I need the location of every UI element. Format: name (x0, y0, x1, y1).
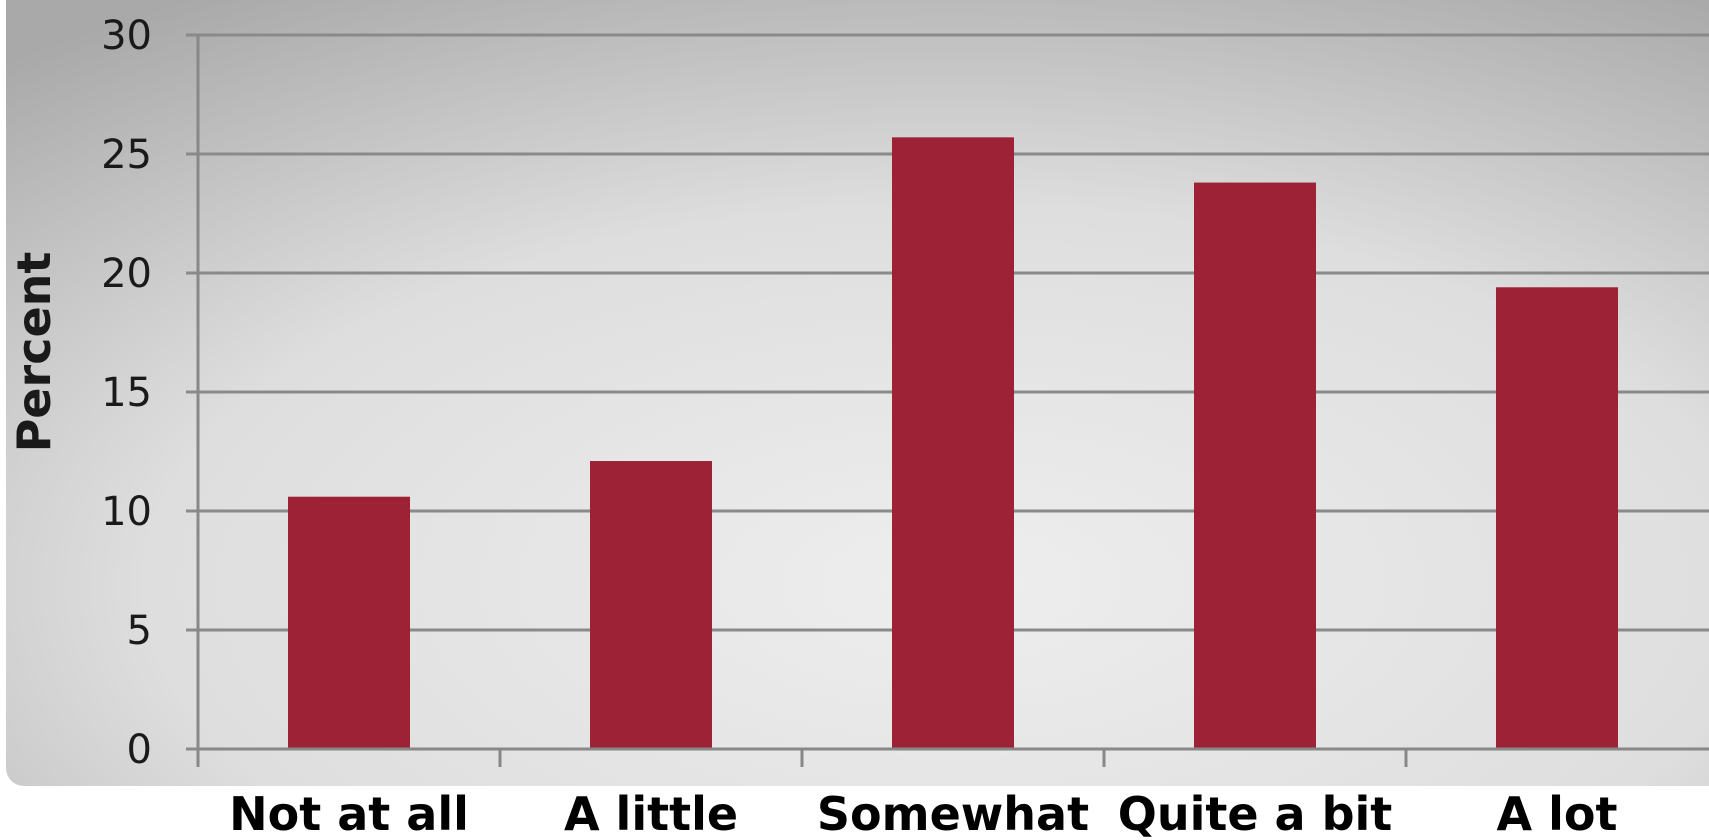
x-category-label: Not at all (229, 787, 469, 840)
y-tick-label: 5 (127, 608, 152, 654)
x-category-label: Somewhat (817, 787, 1089, 840)
y-tick-label: 20 (101, 251, 152, 297)
bars (288, 137, 1618, 750)
y-tick-label: 0 (127, 727, 152, 773)
y-tick-label: 30 (101, 13, 152, 59)
bar (1496, 287, 1618, 749)
bar (590, 461, 712, 749)
y-tick-label: 25 (101, 132, 152, 178)
x-category-labels: Not at all A little Somewhat Quite a bit A l… (229, 787, 1617, 840)
y-tick-label: 15 (101, 370, 152, 416)
bar (892, 137, 1014, 750)
y-axis-title: Percent (7, 252, 61, 453)
bar (288, 496, 410, 749)
x-category-label: A lot (1497, 787, 1618, 840)
axes (196, 35, 1709, 767)
x-category-label: A little (564, 787, 738, 840)
y-tick-labels: 0 5 10 15 20 25 30 (101, 13, 152, 773)
bar (1194, 182, 1316, 749)
x-category-label: Quite a bit (1118, 787, 1393, 840)
y-tick-label: 10 (101, 489, 152, 535)
